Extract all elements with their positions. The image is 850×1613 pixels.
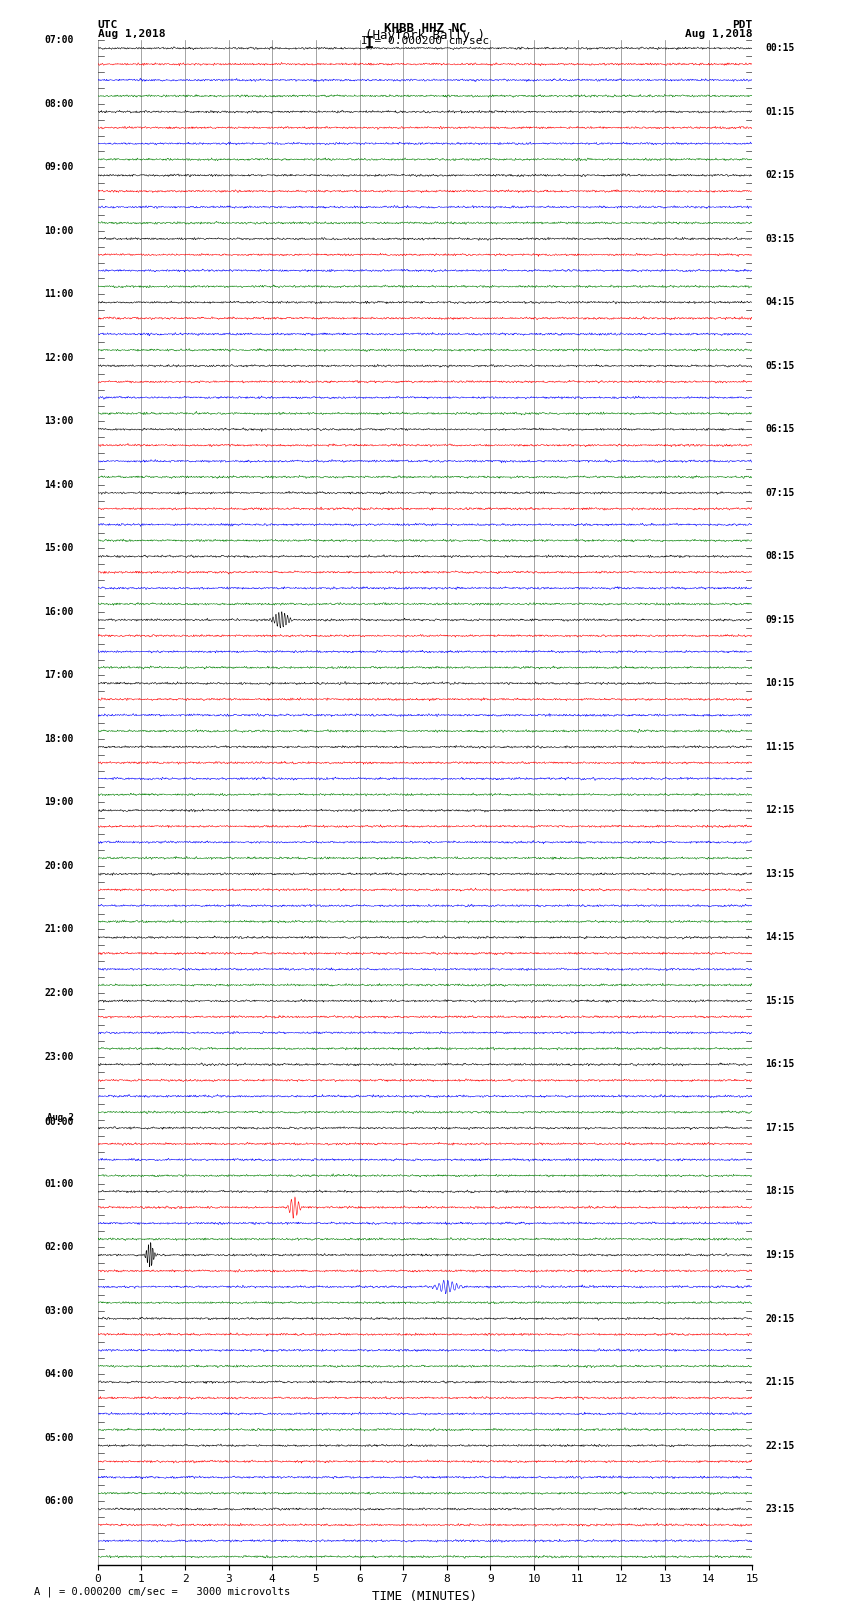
Text: 06:15: 06:15 [765, 424, 795, 434]
Text: 20:00: 20:00 [44, 861, 74, 871]
Text: 02:00: 02:00 [44, 1242, 74, 1252]
Text: 23:15: 23:15 [765, 1503, 795, 1515]
X-axis label: TIME (MINUTES): TIME (MINUTES) [372, 1590, 478, 1603]
Text: 05:00: 05:00 [44, 1432, 74, 1442]
Text: 16:15: 16:15 [765, 1060, 795, 1069]
Text: 10:15: 10:15 [765, 679, 795, 689]
Text: 21:00: 21:00 [44, 924, 74, 934]
Text: 00:00: 00:00 [44, 1118, 74, 1127]
Text: (Hayfork Bally ): (Hayfork Bally ) [365, 29, 485, 42]
Text: 03:00: 03:00 [44, 1305, 74, 1316]
Text: 13:00: 13:00 [44, 416, 74, 426]
Text: 12:15: 12:15 [765, 805, 795, 816]
Text: 09:00: 09:00 [44, 163, 74, 173]
Text: 14:00: 14:00 [44, 481, 74, 490]
Text: 08:15: 08:15 [765, 552, 795, 561]
Text: 18:15: 18:15 [765, 1187, 795, 1197]
Text: 09:15: 09:15 [765, 615, 795, 624]
Text: 21:15: 21:15 [765, 1378, 795, 1387]
Text: 15:00: 15:00 [44, 544, 74, 553]
Text: KHBB HHZ NC: KHBB HHZ NC [383, 23, 467, 35]
Text: Aug 1,2018: Aug 1,2018 [685, 29, 752, 39]
Text: 17:00: 17:00 [44, 671, 74, 681]
Text: 16:00: 16:00 [44, 606, 74, 616]
Text: 11:15: 11:15 [765, 742, 795, 752]
Text: 17:15: 17:15 [765, 1123, 795, 1132]
Text: I = 0.000200 cm/sec: I = 0.000200 cm/sec [361, 37, 489, 47]
Text: I: I [366, 37, 374, 52]
Text: 06:00: 06:00 [44, 1497, 74, 1507]
Text: Aug 1,2018: Aug 1,2018 [98, 29, 165, 39]
Text: 18:00: 18:00 [44, 734, 74, 744]
Text: 04:00: 04:00 [44, 1369, 74, 1379]
Text: 10:00: 10:00 [44, 226, 74, 235]
Text: 03:15: 03:15 [765, 234, 795, 244]
Text: PDT: PDT [732, 19, 752, 31]
Text: 01:15: 01:15 [765, 106, 795, 116]
Text: 04:15: 04:15 [765, 297, 795, 308]
Text: 05:15: 05:15 [765, 361, 795, 371]
Text: 15:15: 15:15 [765, 995, 795, 1007]
Text: 19:15: 19:15 [765, 1250, 795, 1260]
Text: 07:15: 07:15 [765, 487, 795, 498]
Text: 13:15: 13:15 [765, 869, 795, 879]
Text: 19:00: 19:00 [44, 797, 74, 808]
Text: 00:15: 00:15 [765, 44, 795, 53]
Text: A | = 0.000200 cm/sec =   3000 microvolts: A | = 0.000200 cm/sec = 3000 microvolts [34, 1586, 290, 1597]
Text: 14:15: 14:15 [765, 932, 795, 942]
Text: 02:15: 02:15 [765, 171, 795, 181]
Text: 20:15: 20:15 [765, 1313, 795, 1324]
Text: 11:00: 11:00 [44, 289, 74, 300]
Text: 22:15: 22:15 [765, 1440, 795, 1450]
Text: UTC: UTC [98, 19, 118, 31]
Text: 08:00: 08:00 [44, 98, 74, 108]
Text: 07:00: 07:00 [44, 35, 74, 45]
Text: 22:00: 22:00 [44, 989, 74, 998]
Text: 23:00: 23:00 [44, 1052, 74, 1061]
Text: Aug 2: Aug 2 [47, 1113, 74, 1123]
Text: 12:00: 12:00 [44, 353, 74, 363]
Text: 01:00: 01:00 [44, 1179, 74, 1189]
